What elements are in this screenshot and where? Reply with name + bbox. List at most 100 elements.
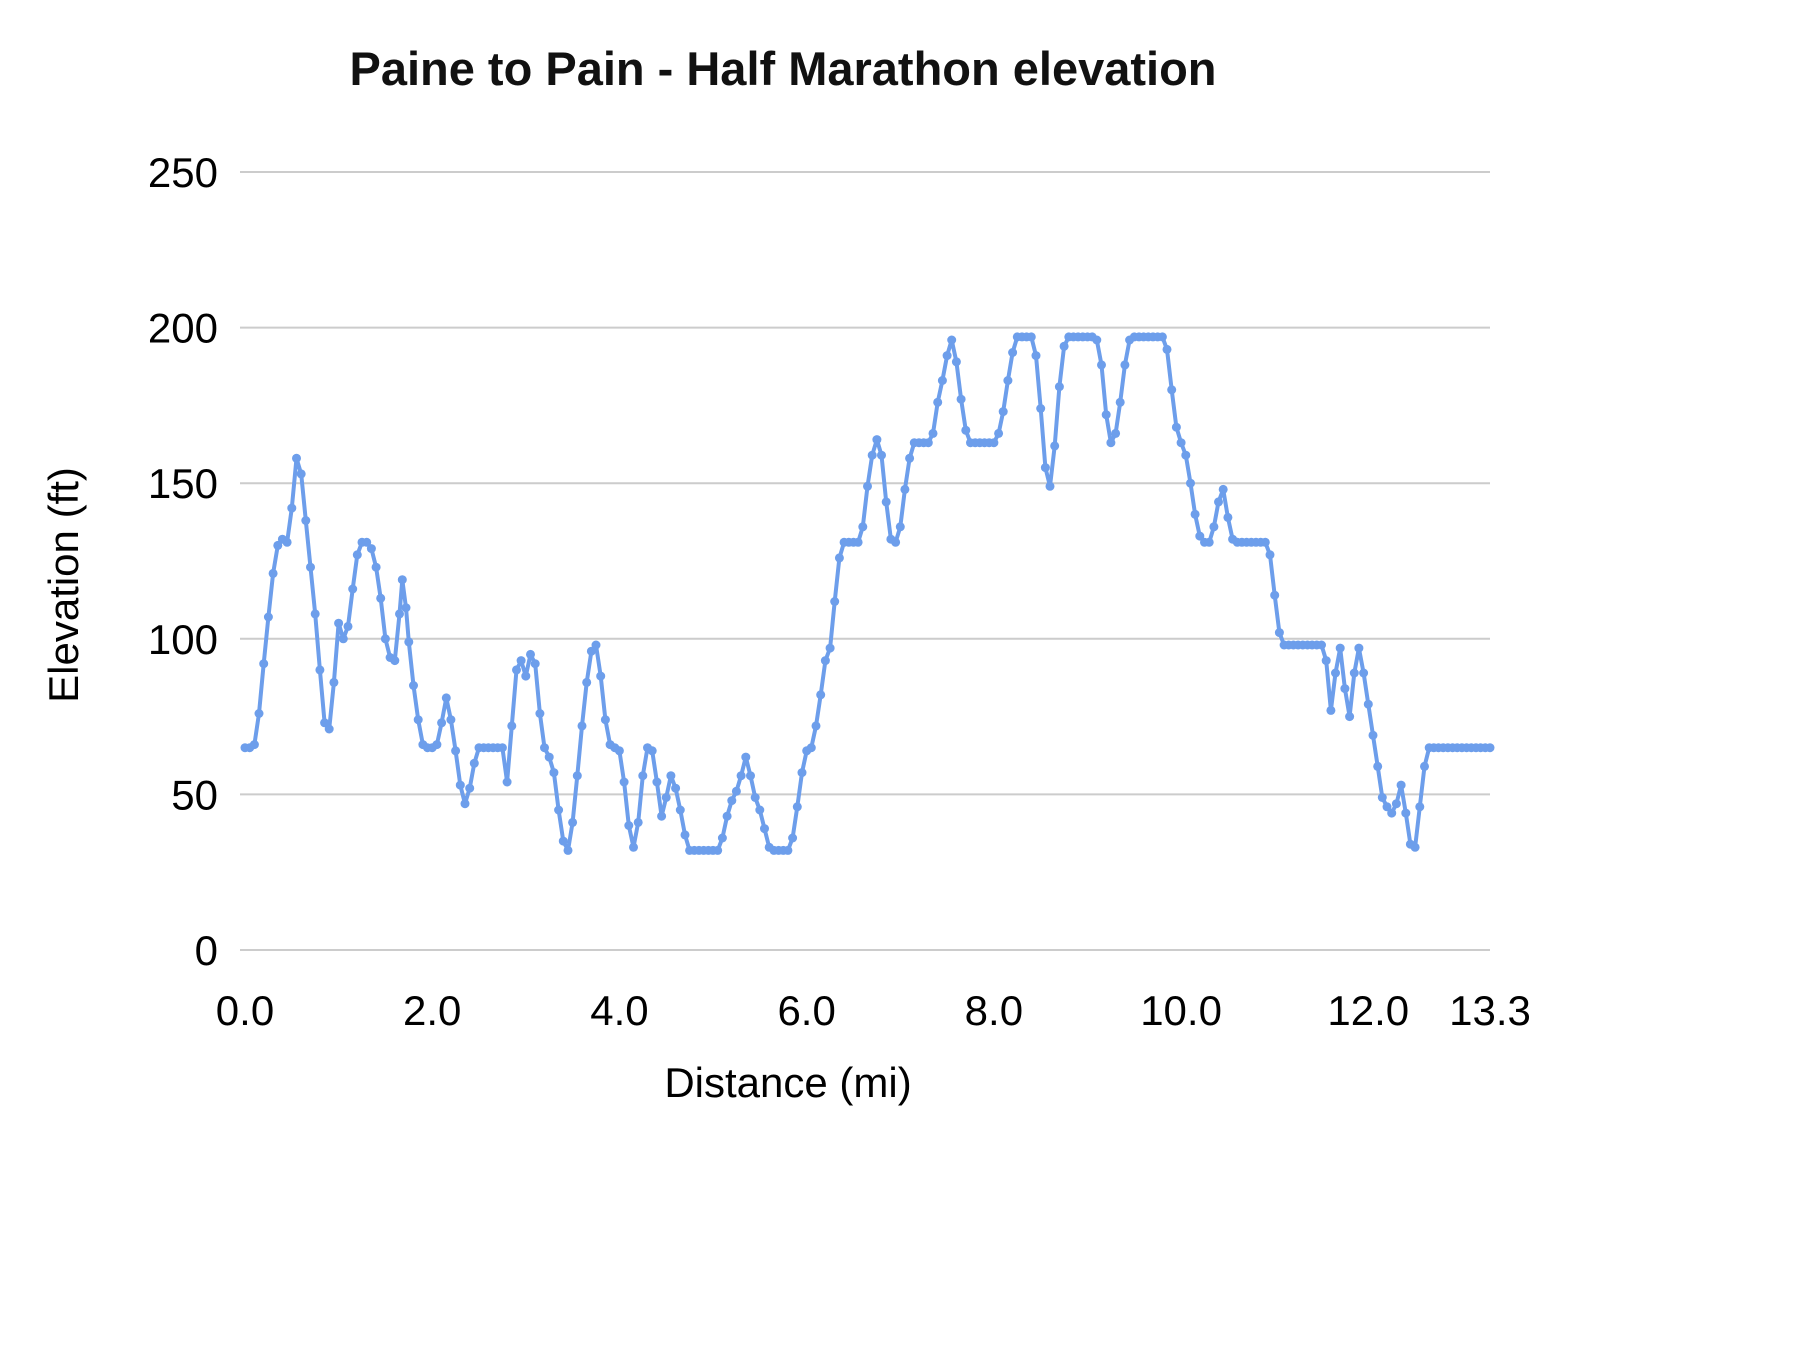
data-point-marker (1317, 640, 1326, 650)
x-tick-label: 12.0 (1327, 987, 1409, 1034)
data-point-marker (437, 718, 447, 728)
data-point-marker (582, 677, 592, 687)
data-point-marker (591, 640, 601, 650)
data-point-marker (881, 497, 891, 507)
data-point-marker (397, 575, 407, 585)
data-point-marker (647, 746, 657, 756)
data-point-marker (1274, 628, 1284, 638)
y-tick-label: 150 (148, 460, 218, 507)
data-point-marker (376, 593, 386, 603)
data-point-marker (512, 665, 521, 675)
x-tick-label: 2.0 (403, 987, 461, 1034)
data-point-marker (1420, 761, 1429, 771)
data-point-marker (409, 681, 418, 690)
data-point-marker (1270, 590, 1280, 600)
data-point-marker (811, 721, 821, 731)
data-point-marker (549, 768, 559, 778)
data-point-marker (760, 824, 769, 834)
data-point-marker (254, 709, 264, 718)
data-point-marker (624, 821, 634, 830)
data-point-marker (951, 357, 961, 367)
data-point-marker (933, 397, 943, 407)
data-point-marker (310, 609, 320, 619)
data-point-marker (736, 771, 746, 781)
data-point-marker (1101, 410, 1111, 420)
data-point-marker (1008, 348, 1018, 357)
data-point-marker (671, 783, 681, 793)
data-point-marker (746, 771, 755, 781)
data-point-marker (788, 833, 798, 843)
data-point-marker (1045, 481, 1055, 491)
data-point-marker (872, 435, 882, 445)
data-point-marker (629, 842, 638, 852)
y-axis-tick-labels: 0 50 100 150 200 250 (148, 149, 218, 974)
data-point-marker (334, 618, 344, 628)
data-point-marker (1326, 705, 1336, 715)
data-point-marker (404, 637, 414, 647)
data-point-marker (1171, 422, 1181, 432)
data-point-marker (329, 677, 339, 687)
x-tick-label: 10.0 (1140, 987, 1222, 1034)
data-point-marker (1260, 537, 1270, 547)
data-point-marker (661, 793, 671, 802)
data-point-marker (296, 469, 306, 479)
data-point-marker (792, 802, 802, 812)
y-tick-label: 100 (148, 616, 218, 663)
data-point-marker (554, 805, 564, 815)
elevation-series-line (243, 334, 1492, 853)
data-point-marker (249, 740, 259, 750)
data-point-marker (502, 777, 512, 787)
data-point-marker (292, 453, 301, 463)
data-point-marker (1031, 351, 1041, 361)
y-tick-label: 200 (148, 305, 218, 352)
data-point-marker (1115, 397, 1125, 407)
data-point-marker (1059, 341, 1069, 351)
data-point-marker (1345, 712, 1355, 722)
data-point-marker (806, 743, 816, 753)
data-point-marker (895, 522, 905, 532)
data-point-marker (1040, 463, 1050, 473)
y-tick-label: 0 (195, 927, 218, 974)
data-point-marker (858, 522, 868, 532)
data-point-marker (1157, 332, 1167, 342)
data-point-marker (731, 786, 741, 796)
data-point-marker (263, 612, 273, 622)
data-point-marker (395, 609, 404, 619)
x-tick-label: 6.0 (777, 987, 835, 1034)
data-point-marker (362, 537, 372, 547)
data-point-marker (741, 752, 751, 762)
data-point-marker (1036, 404, 1046, 413)
data-point-marker (282, 537, 292, 547)
data-point-marker (1415, 802, 1425, 812)
data-point-marker (1373, 761, 1383, 771)
data-point-marker (750, 793, 760, 802)
data-point-marker (401, 603, 411, 613)
data-point-marker (783, 845, 793, 855)
data-point-marker (1265, 550, 1275, 560)
data-point-marker (633, 817, 643, 827)
data-point-marker (577, 721, 587, 731)
data-point-marker (1050, 441, 1060, 451)
data-point-marker (1195, 531, 1205, 541)
data-point-marker (315, 665, 325, 675)
data-point-marker (259, 659, 269, 669)
data-point-marker (989, 438, 999, 448)
data-point-marker (1097, 360, 1106, 370)
data-point-marker (1054, 382, 1064, 392)
data-point-marker (1401, 808, 1411, 818)
data-point-marker (1026, 332, 1036, 342)
data-point-marker (994, 428, 1004, 438)
data-point-marker (596, 671, 606, 681)
data-point-marker (455, 780, 465, 790)
data-point-marker (1162, 344, 1172, 354)
x-tick-label: 4.0 (590, 987, 648, 1034)
data-point-marker (657, 811, 667, 821)
data-point-marker (1167, 385, 1177, 395)
data-point-marker (891, 537, 901, 547)
data-point-marker (867, 450, 877, 460)
data-point-marker (722, 811, 732, 821)
data-point-marker (863, 481, 872, 491)
data-point-marker (568, 817, 578, 827)
